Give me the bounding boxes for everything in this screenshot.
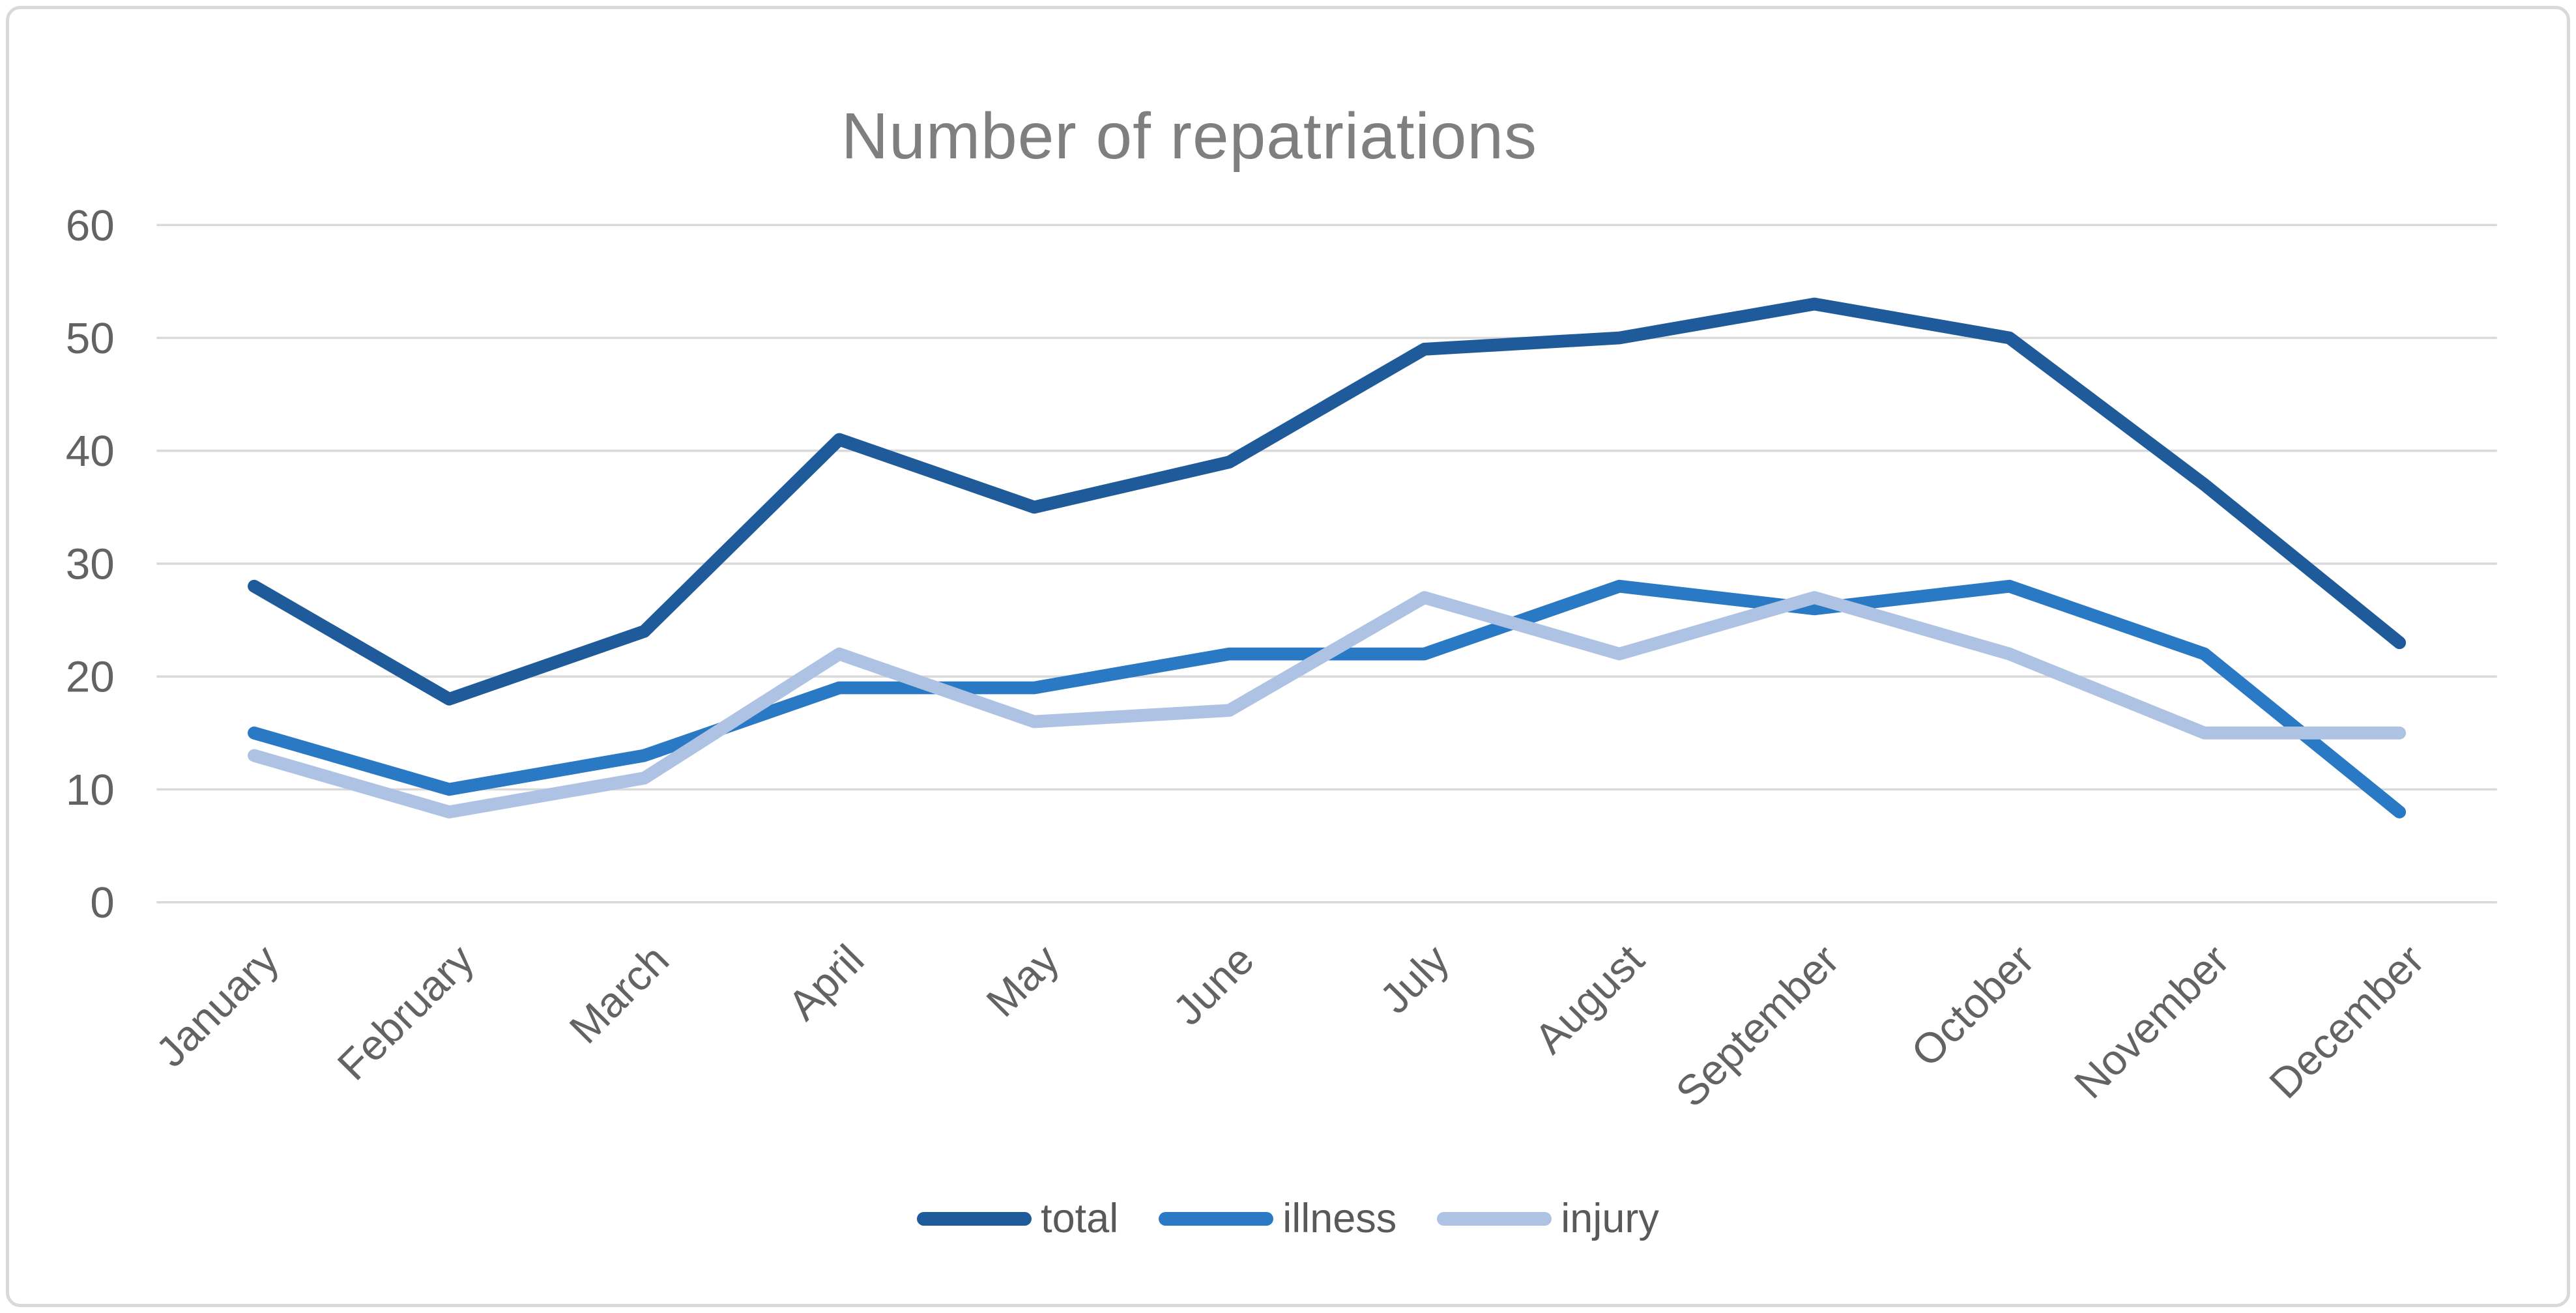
chart-frame: 0 10 20 30 40 50 60 January February March April Ma… (6, 6, 2570, 1307)
chart-title: Number of repatriations (841, 100, 1537, 173)
x-axis-label: September (1666, 936, 1847, 1116)
x-axis-label: April (779, 936, 873, 1029)
y-axis-label: 50 (66, 314, 115, 363)
x-axis-label: February (328, 936, 483, 1089)
y-axis-label: 40 (66, 427, 115, 476)
y-axis-label: 20 (66, 653, 115, 702)
legend-item-injury: injury (1437, 1195, 1659, 1242)
y-axis-labels: 0 10 20 30 40 50 60 (66, 201, 115, 927)
legend-label-injury: injury (1561, 1196, 1659, 1241)
x-axis-label: June (1164, 936, 1263, 1034)
legend-label-total: total (1041, 1196, 1119, 1241)
y-axis-label: 10 (66, 766, 115, 815)
x-axis-label: July (1370, 936, 1458, 1023)
y-axis-label: 30 (66, 540, 115, 589)
legend-label-illness: illness (1282, 1196, 1397, 1241)
x-axis-label: August (1526, 936, 1653, 1063)
series-line-illness (248, 579, 2407, 818)
x-axis-label: January (147, 936, 288, 1076)
x-axis-label: November (2065, 936, 2238, 1108)
y-axis-label: 0 (90, 878, 115, 927)
line-chart-plot: 0 10 20 30 40 50 60 January February March April Ma… (66, 201, 2497, 1116)
legend-swatch-injury (1437, 1211, 1552, 1226)
x-axis-label: October (1902, 936, 2044, 1076)
legend: total illness injury (9, 1186, 2567, 1251)
x-axis-label: May (977, 936, 1068, 1026)
x-axis-label: December (2260, 936, 2433, 1108)
y-axis-label: 60 (66, 201, 115, 250)
legend-swatch-total (917, 1211, 1032, 1226)
x-axis-labels: January February March April May June July Augu… (147, 936, 2433, 1116)
series-line-total (248, 297, 2407, 706)
legend-swatch-illness (1159, 1211, 1274, 1226)
series-lines (248, 297, 2407, 818)
legend-item-total: total (917, 1195, 1118, 1242)
series-line-injury (248, 591, 2407, 818)
x-axis-label: March (560, 936, 678, 1052)
legend-item-illness: illness (1159, 1195, 1397, 1242)
